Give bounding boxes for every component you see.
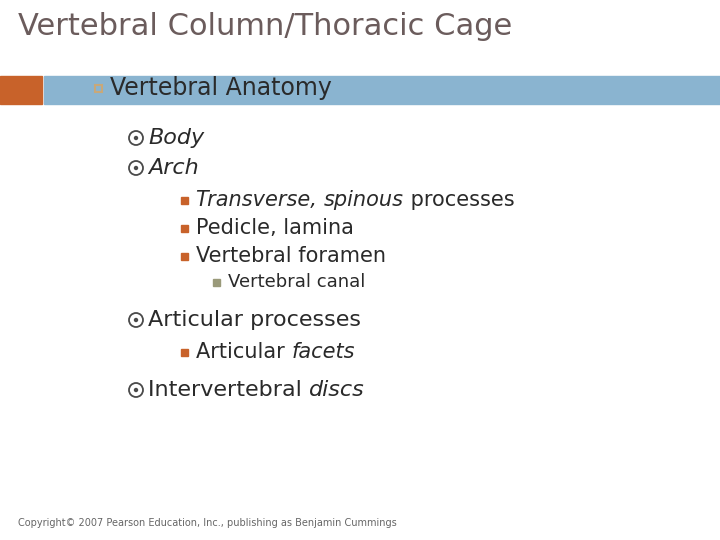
Text: Articular processes: Articular processes <box>148 310 361 330</box>
Bar <box>0 76 42 104</box>
Bar <box>181 253 187 260</box>
Text: Vertebral foramen: Vertebral foramen <box>196 246 386 266</box>
Text: Arch: Arch <box>148 158 199 178</box>
Bar <box>94 84 102 91</box>
Bar <box>44 76 720 104</box>
Text: Copyright© 2007 Pearson Education, Inc., publishing as Benjamin Cummings: Copyright© 2007 Pearson Education, Inc.,… <box>18 518 397 528</box>
Bar <box>181 348 187 355</box>
Bar <box>181 197 187 204</box>
Text: processes: processes <box>403 190 514 210</box>
Text: Body: Body <box>148 128 204 148</box>
Text: spinous: spinous <box>323 190 403 210</box>
Circle shape <box>134 166 138 170</box>
Text: Vertebral Anatomy: Vertebral Anatomy <box>110 76 332 100</box>
Text: Pedicle, lamina: Pedicle, lamina <box>196 218 354 238</box>
Bar <box>181 225 187 232</box>
Circle shape <box>134 388 138 392</box>
Text: Vertebral canal: Vertebral canal <box>228 273 365 291</box>
Circle shape <box>134 318 138 322</box>
Circle shape <box>134 136 138 140</box>
Text: facets: facets <box>292 342 355 362</box>
Text: Transverse,: Transverse, <box>196 190 323 210</box>
Bar <box>212 279 220 286</box>
Text: discs: discs <box>309 380 365 400</box>
Text: Articular: Articular <box>196 342 292 362</box>
Text: Vertebral Column/Thoracic Cage: Vertebral Column/Thoracic Cage <box>18 12 512 41</box>
Text: Intervertebral: Intervertebral <box>148 380 309 400</box>
